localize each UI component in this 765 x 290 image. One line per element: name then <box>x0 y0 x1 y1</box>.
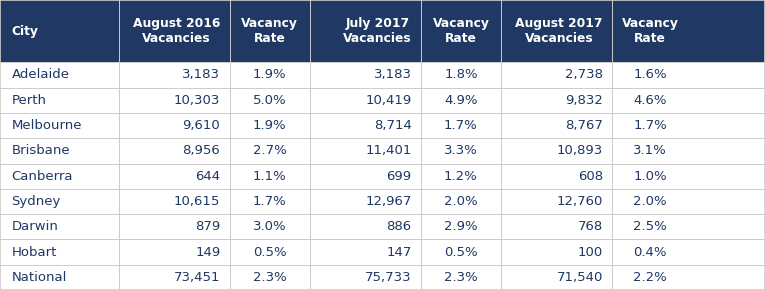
Bar <box>0 113 765 138</box>
Text: Vacancy
Rate: Vacancy Rate <box>432 17 490 46</box>
Text: 1.0%: 1.0% <box>633 170 667 183</box>
Text: Vacancy
Rate: Vacancy Rate <box>241 17 298 46</box>
Text: 2.3%: 2.3% <box>444 271 478 284</box>
Text: 9,832: 9,832 <box>565 94 603 107</box>
Text: 10,419: 10,419 <box>366 94 412 107</box>
Text: 1.1%: 1.1% <box>252 170 287 183</box>
Text: 71,540: 71,540 <box>556 271 603 284</box>
Bar <box>0 88 765 113</box>
Text: 1.9%: 1.9% <box>253 119 286 132</box>
Text: 1.6%: 1.6% <box>633 68 667 81</box>
Text: 4.6%: 4.6% <box>633 94 667 107</box>
Text: 147: 147 <box>386 246 412 259</box>
Text: 699: 699 <box>386 170 412 183</box>
Text: 644: 644 <box>195 170 220 183</box>
Bar <box>0 62 765 88</box>
Text: 2.5%: 2.5% <box>633 220 667 233</box>
Text: 73,451: 73,451 <box>174 271 220 284</box>
Text: 12,967: 12,967 <box>365 195 412 208</box>
Text: City: City <box>11 25 38 38</box>
Bar <box>0 265 765 290</box>
Bar <box>0 138 765 164</box>
Text: 2.7%: 2.7% <box>252 144 287 157</box>
Text: 3,183: 3,183 <box>373 68 412 81</box>
Text: 0.4%: 0.4% <box>633 246 667 259</box>
Text: 9,610: 9,610 <box>183 119 220 132</box>
Text: 3.1%: 3.1% <box>633 144 667 157</box>
Text: 10,303: 10,303 <box>174 94 220 107</box>
Text: 5.0%: 5.0% <box>253 94 286 107</box>
Text: 1.7%: 1.7% <box>444 119 478 132</box>
Text: Perth: Perth <box>11 94 47 107</box>
Text: 1.7%: 1.7% <box>252 195 287 208</box>
Bar <box>0 0 765 62</box>
Text: 1.2%: 1.2% <box>444 170 478 183</box>
Text: Darwin: Darwin <box>11 220 58 233</box>
Text: 3,183: 3,183 <box>182 68 220 81</box>
Text: 2.0%: 2.0% <box>444 195 477 208</box>
Text: 768: 768 <box>578 220 603 233</box>
Text: July 2017
Vacancies: July 2017 Vacancies <box>343 17 412 46</box>
Text: 2.2%: 2.2% <box>633 271 667 284</box>
Text: 0.5%: 0.5% <box>253 246 286 259</box>
Text: Hobart: Hobart <box>11 246 57 259</box>
Text: 608: 608 <box>578 170 603 183</box>
Text: 75,733: 75,733 <box>365 271 412 284</box>
Text: August 2017
Vacancies: August 2017 Vacancies <box>516 17 603 46</box>
Bar <box>0 214 765 240</box>
Text: 2.9%: 2.9% <box>444 220 477 233</box>
Text: Sydney: Sydney <box>11 195 61 208</box>
Text: 149: 149 <box>195 246 220 259</box>
Text: 0.5%: 0.5% <box>444 246 477 259</box>
Text: 879: 879 <box>195 220 220 233</box>
Text: 2,738: 2,738 <box>565 68 603 81</box>
Text: 12,760: 12,760 <box>556 195 603 208</box>
Text: Melbourne: Melbourne <box>11 119 82 132</box>
Text: Adelaide: Adelaide <box>11 68 70 81</box>
Text: 1.8%: 1.8% <box>444 68 477 81</box>
Text: 10,615: 10,615 <box>174 195 220 208</box>
Text: 4.9%: 4.9% <box>444 94 477 107</box>
Text: 1.7%: 1.7% <box>633 119 667 132</box>
Text: 886: 886 <box>386 220 412 233</box>
Text: August 2016
Vacancies: August 2016 Vacancies <box>133 17 220 46</box>
Bar <box>0 189 765 214</box>
Text: 2.3%: 2.3% <box>252 271 287 284</box>
Bar <box>0 164 765 189</box>
Text: 8,714: 8,714 <box>373 119 412 132</box>
Text: 8,767: 8,767 <box>565 119 603 132</box>
Text: 1.9%: 1.9% <box>253 68 286 81</box>
Text: 3.3%: 3.3% <box>444 144 478 157</box>
Text: Brisbane: Brisbane <box>11 144 70 157</box>
Text: Canberra: Canberra <box>11 170 73 183</box>
Text: 2.0%: 2.0% <box>633 195 667 208</box>
Text: National: National <box>11 271 67 284</box>
Text: 3.0%: 3.0% <box>253 220 286 233</box>
Text: 100: 100 <box>578 246 603 259</box>
Text: Vacancy
Rate: Vacancy Rate <box>622 17 679 46</box>
Text: 11,401: 11,401 <box>365 144 412 157</box>
Bar <box>0 240 765 265</box>
Text: 8,956: 8,956 <box>183 144 220 157</box>
Text: 10,893: 10,893 <box>557 144 603 157</box>
